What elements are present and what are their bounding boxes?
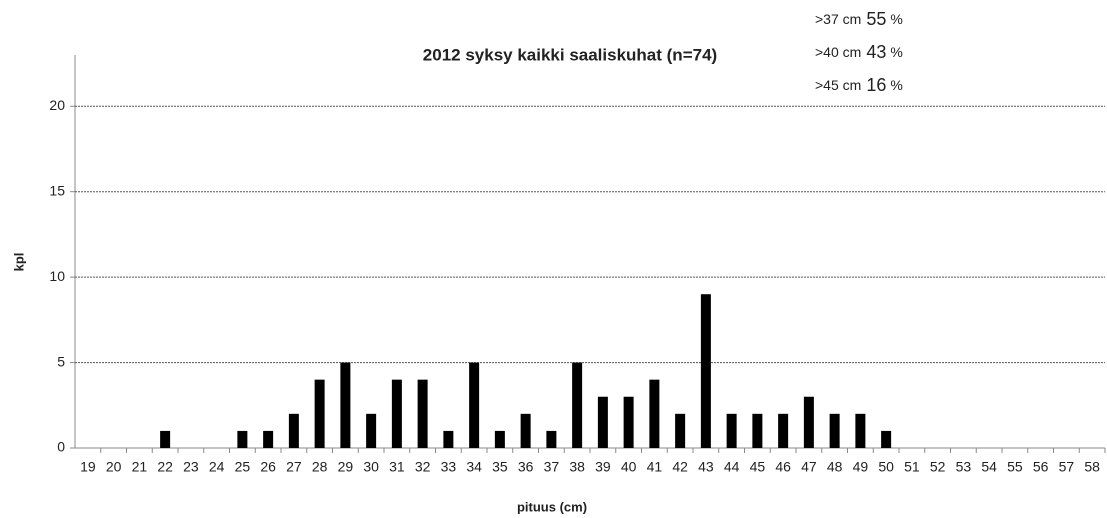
- x-tick-label: 20: [106, 459, 122, 475]
- x-tick-label: 39: [595, 459, 611, 475]
- y-tick-label: 10: [49, 268, 65, 284]
- x-tick-label: 21: [132, 459, 148, 475]
- x-tick-label: 41: [647, 459, 663, 475]
- x-tick-label: 36: [518, 459, 534, 475]
- x-tick-label: 27: [286, 459, 302, 475]
- x-tick-label: 19: [80, 459, 96, 475]
- bar: [597, 396, 608, 448]
- x-tick-label: 25: [235, 459, 251, 475]
- x-tick-label: 37: [544, 459, 560, 475]
- bar: [881, 430, 892, 448]
- x-tick-label: 38: [569, 459, 585, 475]
- x-tick-label: 48: [827, 459, 843, 475]
- bar: [675, 413, 686, 448]
- bar: [237, 430, 248, 448]
- annotation-suffix: %: [890, 11, 902, 27]
- x-tick-label: 34: [466, 459, 482, 475]
- bar: [288, 413, 299, 448]
- x-tick-label: 33: [441, 459, 457, 475]
- x-tick-label: 54: [981, 459, 997, 475]
- x-tick-label: 50: [878, 459, 894, 475]
- annotation-value: 16: [866, 75, 886, 95]
- annotation-suffix: %: [890, 44, 902, 60]
- x-tick-label: 51: [904, 459, 920, 475]
- x-tick-label: 23: [183, 459, 199, 475]
- x-tick-label: 40: [621, 459, 637, 475]
- x-tick-label: 24: [209, 459, 225, 475]
- x-axis-label: pituus (cm): [517, 499, 587, 514]
- x-tick-label: 56: [1033, 459, 1049, 475]
- x-tick-label: 28: [312, 459, 328, 475]
- annotation-prefix: >40 cm: [815, 44, 861, 60]
- annotation-prefix: >45 cm: [815, 77, 861, 93]
- bar: [160, 430, 171, 448]
- x-tick-label: 49: [853, 459, 869, 475]
- bar: [752, 413, 763, 448]
- x-tick-label: 22: [157, 459, 173, 475]
- bar: [314, 379, 325, 448]
- x-tick-label: 58: [1084, 459, 1100, 475]
- annotation: >37 cm 55%: [815, 9, 903, 29]
- x-tick-label: 26: [260, 459, 276, 475]
- bar: [649, 379, 660, 448]
- y-tick-label: 15: [49, 182, 65, 198]
- x-tick-label: 52: [930, 459, 946, 475]
- annotation-suffix: %: [890, 77, 902, 93]
- bar: [417, 379, 428, 448]
- bar: [778, 413, 789, 448]
- annotation: >45 cm 16%: [815, 75, 903, 95]
- chart-title: 2012 syksy kaikki saaliskuhat (n=74): [423, 45, 717, 64]
- x-tick-label: 55: [1007, 459, 1023, 475]
- x-tick-label: 35: [492, 459, 508, 475]
- x-tick-label: 43: [698, 459, 714, 475]
- y-tick-label: 5: [57, 353, 65, 369]
- bar: [829, 413, 840, 448]
- bar: [391, 379, 402, 448]
- x-tick-label: 53: [956, 459, 972, 475]
- bar: [546, 430, 557, 448]
- bar: [263, 430, 274, 448]
- x-tick-label: 47: [801, 459, 817, 475]
- x-tick-label: 46: [775, 459, 791, 475]
- bar: [700, 294, 711, 448]
- bar: [469, 362, 480, 448]
- x-tick-label: 32: [415, 459, 431, 475]
- x-tick-label: 29: [338, 459, 354, 475]
- x-tick-label: 45: [750, 459, 766, 475]
- y-tick-label: 0: [57, 439, 65, 455]
- annotation-value: 43: [866, 42, 886, 62]
- annotation-prefix: >37 cm: [815, 11, 861, 27]
- bar: [623, 396, 634, 448]
- y-axis-label: kpl: [11, 253, 26, 272]
- bar: [494, 430, 505, 448]
- bar: [855, 413, 866, 448]
- x-tick-label: 44: [724, 459, 740, 475]
- bar: [520, 413, 531, 448]
- x-tick-label: 57: [1059, 459, 1075, 475]
- bar: [572, 362, 583, 448]
- bar: [366, 413, 377, 448]
- annotation-value: 55: [866, 9, 886, 29]
- x-tick-label: 31: [389, 459, 405, 475]
- bar: [443, 430, 454, 448]
- bar: [803, 396, 814, 448]
- annotation: >40 cm 43%: [815, 42, 903, 62]
- x-tick-label: 30: [363, 459, 379, 475]
- bar: [340, 362, 351, 448]
- y-tick-label: 20: [49, 97, 65, 113]
- x-tick-label: 42: [672, 459, 688, 475]
- bar: [726, 413, 737, 448]
